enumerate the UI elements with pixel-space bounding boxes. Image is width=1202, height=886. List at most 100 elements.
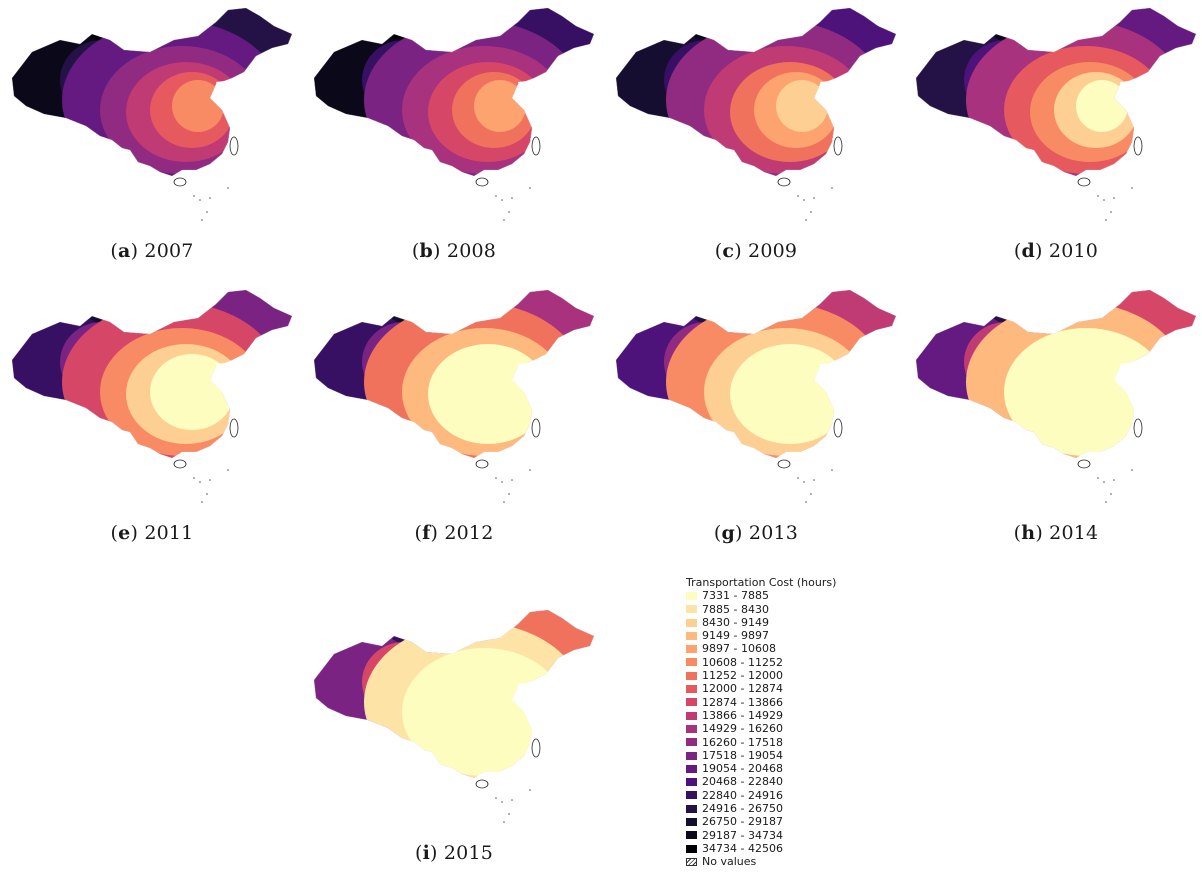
legend-label: 9149 - 9897 (702, 629, 769, 643)
island-dot (529, 469, 531, 471)
hainan-island (777, 459, 791, 469)
choropleth-fill (314, 290, 594, 458)
china-map-2011 (11, 289, 293, 503)
island-dot (206, 493, 208, 495)
panel-caption: (f) 2012 (414, 522, 494, 544)
island-dot (831, 469, 833, 471)
legend-item: 11252 - 12000 (686, 669, 916, 682)
bohai-sea (1120, 80, 1144, 96)
panel-year: 2008 (446, 240, 497, 262)
panel-label: c (722, 240, 735, 262)
china-map-2008 (313, 7, 595, 221)
island-dot (503, 821, 505, 823)
island-dot (1110, 211, 1112, 213)
legend-item: 9149 - 9897 (686, 629, 916, 642)
legend-label: 20468 - 22840 (702, 775, 783, 789)
legend-label: 13866 - 14929 (702, 708, 783, 722)
map-panel-2009: (c) 2009 (606, 0, 906, 280)
taiwan-no-values (833, 136, 843, 156)
panel-year: 2012 (444, 522, 494, 544)
legend-item: 10608 - 11252 (686, 656, 916, 669)
island-dot (495, 195, 497, 197)
china-map-2012 (313, 289, 595, 503)
taiwan-no-values (229, 418, 239, 438)
map-panel-2014: (h) 2014 (906, 282, 1202, 562)
map-panel-2012: (f) 2012 (304, 282, 604, 562)
legend-item: 26750 - 29187 (686, 815, 916, 828)
island-dot (1113, 197, 1115, 199)
choropleth-fill (616, 8, 896, 176)
island-dot (508, 493, 510, 495)
choropleth-fill (314, 610, 594, 778)
legend-swatch (686, 685, 697, 694)
island-dot (797, 195, 799, 197)
island-dot (503, 219, 505, 221)
legend-item: 14929 - 16260 (686, 722, 916, 735)
hainan-island (173, 459, 187, 469)
legend-item: 13866 - 14929 (686, 709, 916, 722)
taiwan-no-values (1133, 418, 1143, 438)
map-panel-2007: (a) 2007 (2, 0, 302, 280)
legend-label: 8430 - 9149 (702, 615, 769, 629)
panel-year: 2011 (144, 522, 194, 544)
panel-caption: (g) 2013 (713, 522, 799, 544)
legend-swatch (686, 778, 697, 787)
legend-item: 9897 - 10608 (686, 642, 916, 655)
panel-label: i (422, 842, 431, 864)
panel-year: 2009 (748, 240, 798, 262)
legend-swatch (686, 764, 697, 773)
hainan-island (475, 177, 489, 187)
island-dot (209, 197, 211, 199)
island-dot (501, 481, 503, 483)
island-dot (201, 219, 203, 221)
island-dot (1097, 195, 1099, 197)
cost-band (1076, 362, 1128, 414)
legend-swatch (686, 698, 697, 707)
no-values-hatch-swatch (686, 857, 697, 866)
legend-label: 7331 - 7885 (702, 589, 769, 603)
island-dot (206, 211, 208, 213)
legend-label: 11252 - 12000 (702, 669, 783, 683)
legend-swatch (686, 724, 697, 733)
island-dot (813, 479, 815, 481)
cost-band (776, 80, 828, 132)
panel-caption: (c) 2009 (714, 240, 798, 262)
china-map-2013 (615, 289, 897, 503)
bohai-sea (820, 80, 844, 96)
hainan-island (475, 779, 489, 789)
legend-label: 26750 - 29187 (702, 815, 783, 829)
legend-title: Transportation Cost (hours) (686, 576, 837, 589)
island-dot (803, 481, 805, 483)
bohai-sea (216, 80, 240, 96)
legend-no-values-label: No values (702, 855, 757, 869)
bohai-sea (820, 362, 844, 378)
legend-swatch (686, 671, 697, 680)
china-map-2009 (615, 7, 897, 221)
map-panel-2013: (g) 2013 (606, 282, 906, 562)
taiwan-no-values (531, 738, 541, 758)
island-dot (503, 501, 505, 503)
legend-label: 34734 - 42506 (702, 841, 783, 855)
island-dot (1110, 493, 1112, 495)
island-dot (831, 187, 833, 189)
panel-label: f (422, 522, 431, 544)
legend-no-values: No values (686, 855, 916, 868)
hainan-island (777, 177, 791, 187)
panel-caption: (b) 2008 (411, 240, 497, 262)
panel-label: b (419, 240, 434, 262)
bohai-sea (518, 362, 542, 378)
island-dot (495, 477, 497, 479)
panel-label: g (721, 522, 736, 544)
panel-year: 2007 (144, 240, 194, 262)
island-dot (805, 219, 807, 221)
island-dot (209, 479, 211, 481)
legend-item: 7885 - 8430 (686, 603, 916, 616)
panel-year: 2015 (443, 842, 494, 864)
choropleth-fill (12, 290, 292, 458)
panel-label: h (1021, 522, 1036, 544)
legend-swatch (686, 738, 697, 747)
legend-swatch (686, 658, 697, 667)
china-map-2007 (11, 7, 293, 221)
legend-item: 22840 - 24916 (686, 789, 916, 802)
legend-label: 17518 - 19054 (702, 748, 783, 762)
